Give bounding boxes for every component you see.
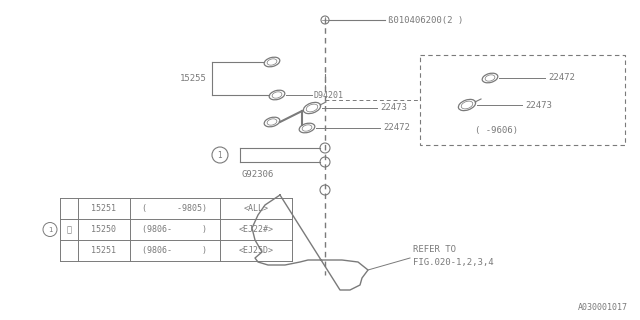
Text: (9806-      ): (9806- ) bbox=[143, 246, 207, 255]
Text: (      -9805): ( -9805) bbox=[143, 204, 207, 213]
Text: A030001017: A030001017 bbox=[578, 303, 628, 312]
Text: <EJ22#>: <EJ22#> bbox=[239, 225, 273, 234]
Text: 15251: 15251 bbox=[92, 204, 116, 213]
Text: <EJ25D>: <EJ25D> bbox=[239, 246, 273, 255]
Text: <ALL>: <ALL> bbox=[243, 204, 269, 213]
Text: (9806-      ): (9806- ) bbox=[143, 225, 207, 234]
Text: ( -9606): ( -9606) bbox=[475, 125, 518, 134]
Text: 15251: 15251 bbox=[92, 246, 116, 255]
Text: 22473: 22473 bbox=[380, 103, 407, 113]
Text: ß010406200(2 ): ß010406200(2 ) bbox=[388, 15, 463, 25]
Text: ①: ① bbox=[67, 225, 72, 234]
Text: REFER TO: REFER TO bbox=[413, 245, 456, 254]
Text: 22472: 22472 bbox=[548, 74, 575, 83]
Text: D94201: D94201 bbox=[314, 91, 344, 100]
Text: G92306: G92306 bbox=[242, 170, 275, 179]
Text: 1: 1 bbox=[218, 150, 222, 159]
Text: 1: 1 bbox=[48, 227, 52, 233]
Text: 22473: 22473 bbox=[525, 100, 552, 109]
Text: 15255: 15255 bbox=[180, 74, 207, 83]
Text: 15250: 15250 bbox=[92, 225, 116, 234]
Text: 22472: 22472 bbox=[383, 124, 410, 132]
Text: FIG.020-1,2,3,4: FIG.020-1,2,3,4 bbox=[413, 259, 493, 268]
